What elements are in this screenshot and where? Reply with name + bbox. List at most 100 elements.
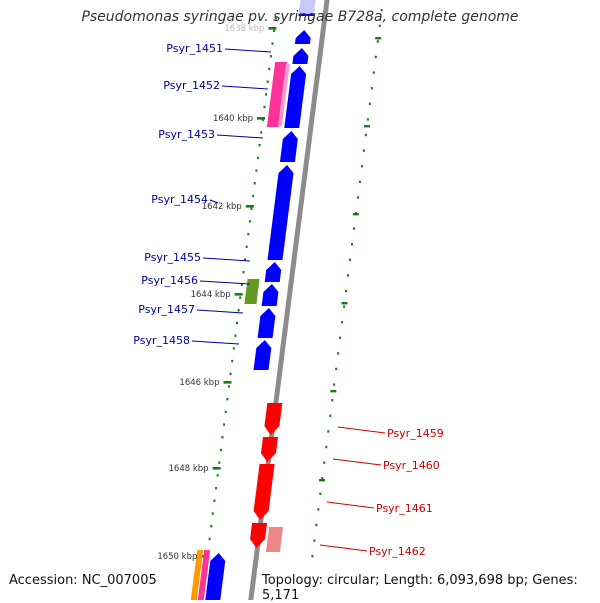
outer-tick-dash — [330, 390, 337, 393]
gene-label-reverse[interactable]: Psyr_1461 — [376, 502, 433, 515]
gene-leader-line — [319, 544, 368, 552]
gene-label-forward[interactable]: Psyr_1457 — [138, 303, 195, 316]
outer-tick-dot — [376, 40, 379, 43]
outer-tick-dot — [337, 352, 340, 355]
ruler-major-tick — [234, 293, 243, 296]
forward-cds-arrow — [279, 131, 298, 162]
inner-tick-dot — [269, 55, 272, 58]
outer-tick-dot — [352, 227, 355, 230]
inner-tick-dot — [242, 271, 245, 274]
pink-feature-highlight — [277, 64, 290, 126]
outer-tick-dot — [329, 414, 332, 417]
gene-label-forward[interactable]: Psyr_1452 — [163, 79, 220, 92]
outer-tick-dot — [356, 196, 359, 199]
outer-tick-dot — [313, 539, 316, 542]
outer-tick-dot — [343, 305, 346, 308]
outer-tick-dot — [331, 399, 334, 402]
inner-tick-dot — [273, 29, 276, 33]
reverse-cds-arrow — [264, 403, 283, 435]
outer-tick-dot — [339, 336, 342, 339]
outer-tick-dot — [364, 133, 367, 137]
outer-tick-dot — [341, 321, 344, 324]
gene-label-forward[interactable]: Psyr_1454 — [151, 193, 208, 206]
outer-tick-dot — [378, 24, 381, 27]
outer-tick-dot — [368, 102, 371, 105]
ruler-label: 1638 kbp — [224, 24, 264, 34]
inner-tick-dot — [237, 309, 240, 312]
outer-tick-dot — [366, 118, 369, 121]
outer-tick-dot — [327, 430, 330, 433]
outer-tick-dot — [362, 149, 365, 152]
gene-label-reverse[interactable]: Psyr_1462 — [369, 545, 426, 558]
map-title: Pseudomonas syringae pv. syringae B728a,… — [81, 9, 519, 25]
inner-tick-dot — [226, 398, 229, 401]
inner-tick-dot — [256, 156, 259, 160]
inner-tick-dot — [263, 105, 266, 109]
outer-tick-dot — [311, 555, 314, 558]
forward-cds-arrow — [264, 262, 282, 282]
outer-tick-dash — [352, 213, 359, 216]
ruler-major-tick — [212, 467, 221, 470]
inner-tick-dot — [211, 512, 214, 515]
outer-tick-dot — [370, 87, 373, 90]
inner-tick-dot — [210, 525, 213, 528]
inner-tick-dot — [252, 194, 255, 198]
outer-tick-dash — [363, 125, 370, 128]
inner-tick-dot — [265, 93, 268, 96]
inner-tick-dot — [266, 80, 269, 83]
forward-cds-faded — [298, 0, 316, 14]
outer-tick-dot — [325, 445, 328, 449]
gene-label-forward[interactable]: Psyr_1456 — [141, 274, 198, 287]
topology-summary: Topology: circular; Length: 6,093,698 bp… — [262, 573, 578, 603]
gene-leader-line — [196, 309, 244, 314]
outer-tick-dot — [351, 243, 354, 246]
outer-tick-dot — [323, 461, 326, 464]
pink-feature-block-2 — [197, 550, 211, 600]
inner-tick-dot — [213, 499, 216, 502]
outer-tick-dash — [319, 479, 326, 482]
inner-tick-dot — [274, 17, 277, 20]
inner-tick-dot — [208, 537, 211, 541]
gene-leader-line — [224, 48, 272, 53]
gene-label-forward[interactable]: Psyr_1455 — [144, 251, 201, 264]
gene-label-reverse[interactable]: Psyr_1459 — [387, 427, 444, 440]
gene-leader-line — [216, 134, 264, 139]
outer-tick-dot — [372, 71, 375, 74]
gene-label-forward[interactable]: Psyr_1453 — [158, 128, 215, 141]
gene-leader-line — [191, 340, 240, 345]
outer-tick-dot — [360, 165, 363, 168]
outer-tick-dot — [321, 477, 324, 480]
tick-dot-layer — [201, 9, 383, 566]
gene-leader-line — [326, 501, 375, 509]
inner-tick-dot — [218, 461, 221, 464]
inner-tick-dot — [268, 67, 271, 71]
gene-leader-line — [202, 257, 251, 262]
inner-tick-dot — [215, 486, 218, 490]
gene-label-forward[interactable]: Psyr_1458 — [133, 334, 190, 347]
inner-tick-dot — [248, 220, 251, 223]
outer-tick-dot — [380, 9, 383, 12]
inner-tick-dot — [253, 182, 256, 185]
forward-cds-arrow — [294, 30, 311, 44]
accession-text: Accession: NC_007005 — [9, 573, 157, 588]
inner-tick-dot — [244, 258, 247, 261]
green-feature-block — [244, 279, 260, 304]
gene-leader-line — [337, 426, 386, 434]
forward-cds-arrow — [253, 340, 272, 370]
pink-feature-block — [266, 62, 288, 127]
ruler-major-tick — [268, 27, 277, 30]
ruler-label: 1640 kbp — [213, 114, 253, 124]
inner-tick-dot — [232, 347, 235, 350]
ruler-label: 1644 kbp — [191, 290, 231, 300]
orange-feature-block — [190, 550, 204, 600]
outer-tick-dot — [317, 508, 320, 511]
ruler-major-tick — [257, 117, 266, 120]
inner-tick-dot — [236, 321, 239, 325]
outer-tick-dot — [345, 289, 348, 293]
gene-label-forward[interactable]: Psyr_1451 — [166, 42, 223, 55]
inner-tick-dot — [258, 144, 261, 147]
inner-tick-dot — [271, 42, 274, 45]
gene-label-reverse[interactable]: Psyr_1460 — [383, 459, 440, 472]
ruler-major-tick — [223, 381, 232, 384]
